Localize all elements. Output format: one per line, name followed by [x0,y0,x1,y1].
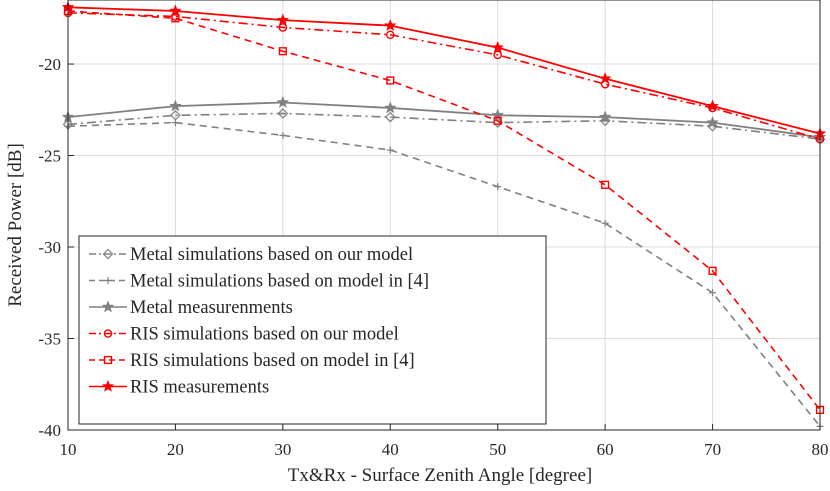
data-point [491,40,505,54]
y-tick-label: -30 [38,238,61,257]
data-point [276,13,290,26]
data-point [171,14,180,23]
series-line [67,101,821,139]
series-3 [61,95,827,143]
legend-swatch-marker [102,248,114,260]
legend-swatch-marker [101,300,115,313]
legend-label: RIS measurements [130,378,269,398]
x-tick-label: 30 [274,440,291,459]
data-point [598,71,612,85]
y-axis-label: Received Power [dB] [5,143,26,307]
legend-item: RIS simulations based on our model [89,325,399,345]
data-point [598,110,612,123]
x-tick-label: 20 [167,440,184,459]
data-point [279,131,287,139]
series-line [67,6,821,135]
x-tick-label: 40 [382,440,399,459]
data-point [386,146,394,154]
data-point [494,183,502,191]
data-point [706,99,719,112]
data-point [384,111,396,123]
tick-labels: 10 20 30 40 50 60 70 80 -20 -25 -30 -35 -40 [38,55,828,459]
data-point [601,180,610,189]
data-point [169,4,182,17]
series-line [67,10,821,411]
legend-swatch-marker [101,379,115,392]
legend-label: Metal simulations based on model in [4] [130,272,429,292]
series-line [67,112,821,140]
data-point [493,50,503,60]
data-point [493,116,502,125]
data-point [278,23,288,32]
y-tick-label: -35 [38,330,61,349]
data-point [171,119,179,127]
y-tick-label: -40 [38,421,61,440]
plot-frame [67,0,821,431]
legend-label: RIS simulations based on our model [130,325,399,345]
x-tick-label: 10 [60,440,77,459]
legend-label: Metal simulations based on our model [130,245,413,265]
data-point [709,289,717,297]
legend-item: Metal simulations based on model in [4] [89,272,429,292]
legend-item: Metal measurenments [89,298,293,318]
legend-item: RIS measurements [89,378,269,398]
legend-swatch-marker [104,277,112,284]
y-tick-label: -25 [38,147,61,166]
x-tick-label: 50 [489,440,506,459]
x-tick-label: 70 [704,440,721,459]
data-point [708,266,717,275]
legend-label: Metal measurenments [130,298,293,318]
legend-label: RIS simulations based on model in [4] [130,351,415,371]
legend-item: Metal simulations based on our model [89,245,413,265]
series-line [67,121,821,427]
data-point [278,47,287,56]
data-point [383,18,397,32]
data-point [385,30,395,40]
data-point [169,99,182,112]
legend-item: RIS simulations based on model in [4] [89,351,415,371]
legend: Metal simulations based on our model Meta… [78,235,547,425]
y-tick-label: -20 [38,55,61,74]
x-axis-label: Tx&Rx - Surface Zenith Angle [degree] [288,465,592,486]
series-line [67,12,821,140]
legend-swatch-marker [103,355,113,365]
data-point [277,108,289,119]
data-point [276,95,290,108]
data-point [386,76,395,85]
x-tick-label: 80 [812,440,829,459]
data-point [601,219,609,227]
data-point [706,115,719,129]
legend-box [78,235,547,425]
legend-swatch-marker [103,329,113,338]
x-tick-label: 60 [597,440,614,459]
data-point [383,101,397,114]
